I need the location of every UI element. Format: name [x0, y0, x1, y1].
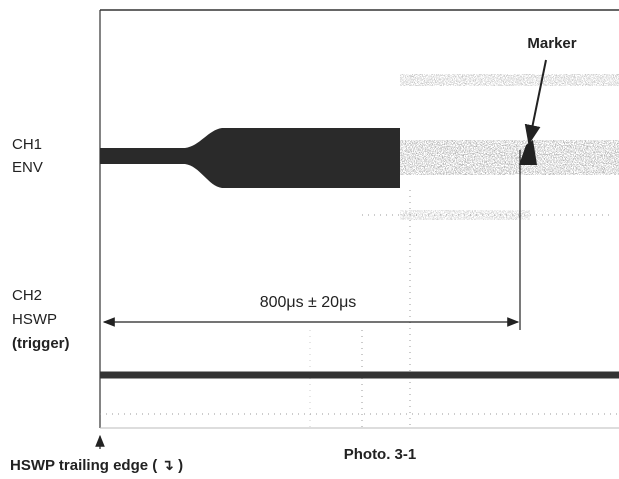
- graticule: [100, 190, 619, 428]
- ch1-label: ENV: [12, 159, 43, 176]
- screen: [100, 10, 619, 428]
- page: Marker 800μs ± 20μs CH1 ENV CH2 HSWP (tr…: [0, 0, 619, 479]
- caption: Photo. 3-1: [344, 446, 417, 463]
- ch2-label: CH2: [12, 287, 42, 304]
- marker-label: Marker: [527, 35, 576, 52]
- ch1-trace: [100, 74, 619, 220]
- interval-label: 800μs ± 20μs: [260, 294, 357, 311]
- interval: 800μs ± 20μs: [104, 294, 518, 322]
- scope-photo: Marker 800μs ± 20μs CH1 ENV CH2 HSWP (tr…: [0, 0, 619, 479]
- trigger-note: HSWP trailing edge ( ↴ ): [10, 457, 183, 474]
- ch2-label: (trigger): [12, 335, 70, 352]
- ch1-label: CH1: [12, 136, 42, 153]
- ch2-label: HSWP: [12, 311, 57, 328]
